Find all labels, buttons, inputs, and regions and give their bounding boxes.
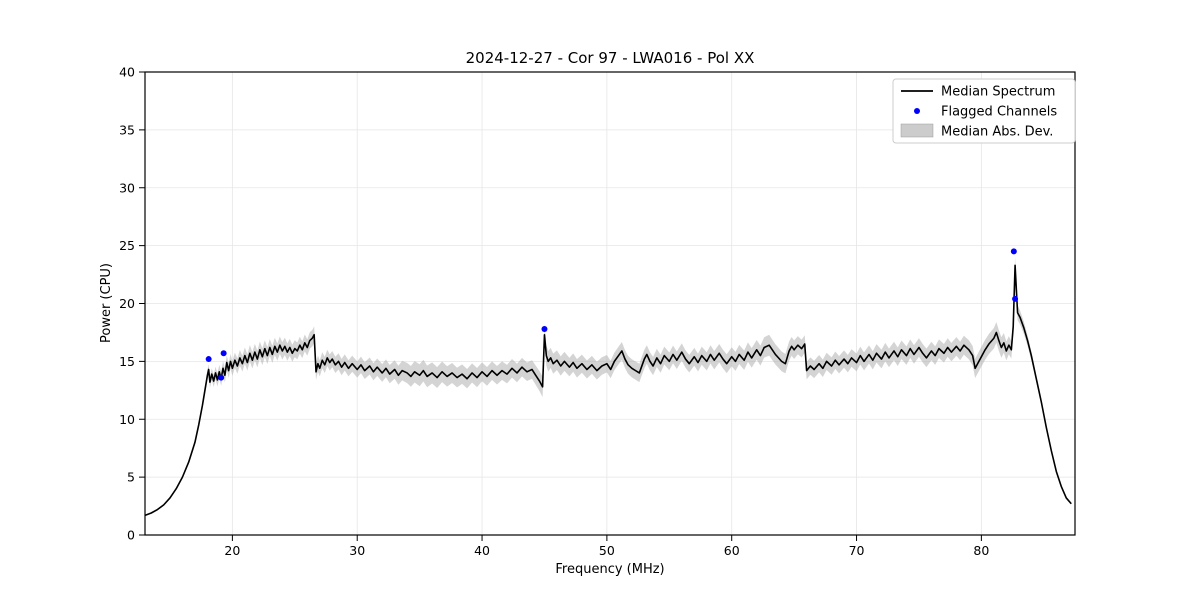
y-axis-label: Power (CPU) (99, 263, 114, 343)
legend-item-flagged-channels: Flagged Channels (914, 105, 1057, 120)
x-tick-label: 40 (474, 543, 490, 558)
flagged-channel-marker (1010, 248, 1017, 255)
x-tick-label: 80 (973, 543, 989, 558)
y-tick-label: 25 (119, 238, 135, 253)
y-tick-label: 5 (127, 470, 135, 485)
flagged-channel-marker (218, 374, 225, 381)
grid (145, 71, 1075, 536)
legend-label-flagged-channels: Flagged Channels (941, 105, 1057, 120)
legend-dot-sample (914, 108, 920, 114)
plot-area (144, 248, 1072, 517)
legend-item-median-abs-dev: Median Abs. Dev. (900, 123, 1053, 140)
y-tick-label: 10 (119, 412, 135, 427)
legend-patch-sample (900, 123, 934, 138)
legend-label-median-spectrum: Median Spectrum (941, 85, 1055, 100)
legend-item-median-spectrum: Median Spectrum (901, 85, 1055, 100)
x-tick-label: 70 (849, 543, 865, 558)
y-tick-label: 20 (119, 296, 135, 311)
legend: Median Spectrum Flagged Channels Median … (892, 78, 1076, 144)
y-tick-label: 35 (119, 122, 135, 137)
axis-ticks: 20 30 40 50 60 70 80 0 5 10 15 20 25 30 35 40 (119, 65, 989, 559)
chart-title: 2024-12-27 - Cor 97 - LWA016 - Pol XX (466, 49, 755, 67)
x-tick-label: 30 (349, 543, 365, 558)
x-axis-label: Frequency (MHz) (555, 562, 664, 577)
x-tick-label: 20 (224, 543, 240, 558)
flagged-channel-marker (205, 356, 212, 363)
legend-frame (892, 78, 1076, 144)
flagged-channel-marker (220, 350, 227, 357)
x-tick-label: 50 (599, 543, 615, 558)
median-spectrum-line (144, 264, 1072, 517)
legend-label-median-abs-dev: Median Abs. Dev. (941, 125, 1053, 140)
y-tick-label: 0 (127, 528, 135, 543)
x-tick-label: 60 (724, 543, 740, 558)
flagged-channel-marker (541, 325, 548, 332)
y-tick-label: 30 (119, 180, 135, 195)
y-tick-label: 40 (119, 65, 135, 80)
flagged-channel-marker (1012, 295, 1019, 302)
y-tick-label: 15 (119, 354, 135, 369)
